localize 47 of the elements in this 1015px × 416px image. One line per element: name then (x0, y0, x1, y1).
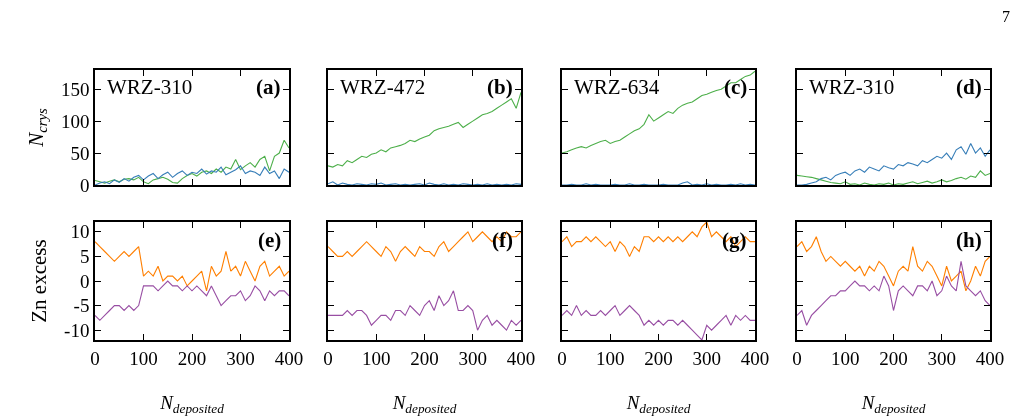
y-tick-label: 50 (70, 142, 90, 164)
y-tick-label: 0 (79, 270, 90, 292)
x-tick-label: 100 (362, 347, 391, 369)
y-axis-title: Zn excess (26, 239, 51, 323)
line-series (95, 280, 289, 321)
x-tick-label: 0 (792, 347, 802, 369)
x-tick-label: 200 (410, 347, 439, 369)
x-tick-label: 400 (506, 347, 536, 369)
x-tick-label: 300 (226, 347, 255, 369)
x-axis-title: N$_{deposited}$ (625, 391, 691, 416)
line-series (95, 165, 289, 185)
x-tick-label: 200 (177, 347, 207, 369)
annotation: WRZ-310 (809, 75, 895, 99)
x-tick-label: 100 (831, 347, 860, 369)
x-tick-label: 300 (927, 347, 956, 369)
line-series (95, 139, 289, 185)
y-tick-label: -10 (64, 319, 90, 341)
annotation: (a) (256, 75, 281, 99)
x-axis-title: N$_{deposited}$ (391, 391, 457, 416)
annotation: WRZ-634 (574, 75, 660, 99)
x-tick-label: 300 (458, 347, 487, 369)
annotation: (e) (258, 228, 282, 252)
x-tick-label: 200 (879, 347, 908, 369)
x-tick-label: 0 (323, 347, 333, 369)
y-tick-label: 5 (79, 246, 90, 268)
x-tick-label: 400 (740, 347, 770, 369)
annotation: WRZ-472 (340, 75, 426, 99)
annotation: (h) (956, 228, 982, 252)
annotation: (b) (487, 75, 513, 99)
y-tick-label: -5 (73, 295, 90, 317)
x-axis-title: N$_{deposited}$ (860, 391, 926, 416)
y-tick-label: 0 (79, 174, 90, 196)
x-tick-label: 0 (557, 347, 567, 369)
annotation: WRZ-310 (107, 75, 193, 99)
x-tick-label: 200 (644, 347, 673, 369)
x-tick-label: 100 (129, 347, 158, 369)
annotation: (c) (724, 75, 748, 99)
x-tick-label: 400 (975, 347, 1005, 369)
annotation: (d) (956, 75, 982, 99)
text: 7 (1002, 8, 1010, 25)
x-tick-label: 300 (692, 347, 721, 369)
x-axis-title: N$_{deposited}$ (159, 391, 225, 416)
x-tick-label: 400 (274, 347, 304, 369)
y-tick-label: 100 (60, 110, 90, 132)
x-tick-label: 100 (596, 347, 625, 369)
y-tick-label: 150 (60, 78, 90, 100)
y-tick-label: 10 (70, 221, 90, 243)
